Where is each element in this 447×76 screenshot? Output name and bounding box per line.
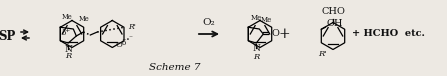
Text: R: R (253, 53, 259, 61)
Text: N: N (64, 45, 72, 54)
Text: CHO: CHO (321, 7, 345, 16)
Text: +: + (65, 28, 70, 34)
Text: O: O (116, 41, 122, 49)
Text: N: N (253, 44, 260, 53)
Text: R: R (65, 52, 72, 60)
Text: OH: OH (326, 19, 343, 28)
Text: R': R' (128, 23, 136, 31)
Text: δ: δ (61, 29, 65, 37)
Text: ·: · (126, 34, 130, 47)
Text: Me: Me (78, 15, 89, 23)
Text: O: O (271, 28, 279, 37)
Text: SP: SP (0, 29, 16, 42)
Text: ⁻: ⁻ (128, 36, 132, 44)
Text: O₂: O₂ (202, 18, 215, 27)
Text: R': R' (318, 50, 327, 58)
Text: Me: Me (261, 16, 272, 24)
Text: + HCHO  etc.: + HCHO etc. (353, 29, 426, 39)
Text: Me: Me (251, 14, 262, 22)
Text: Me: Me (62, 13, 72, 21)
Text: +: + (278, 27, 290, 41)
Text: Scheme 7: Scheme 7 (149, 63, 201, 72)
Text: δ: δ (122, 39, 126, 47)
